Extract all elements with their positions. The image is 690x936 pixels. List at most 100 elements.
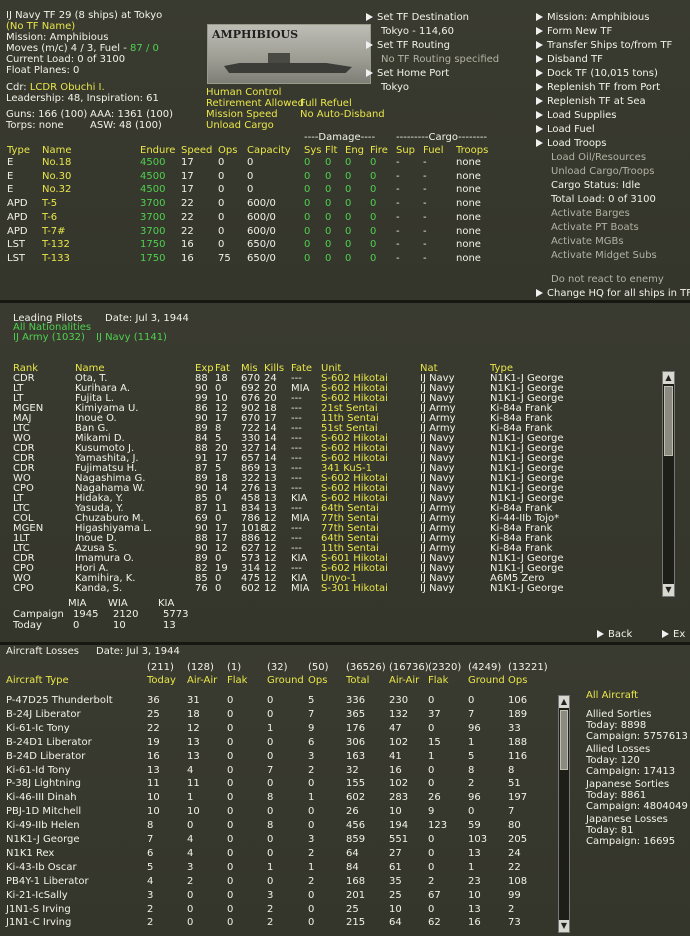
- pilots-scrollbar[interactable]: ▲ ▼: [662, 371, 675, 597]
- pilot-col-header-nat[interactable]: Nat: [420, 363, 438, 374]
- flag-mission-speed[interactable]: Mission Speed: [206, 109, 278, 120]
- loss-col-header-flak[interactable]: Flak: [227, 675, 248, 686]
- ship-col-header-troops[interactable]: Troops: [456, 145, 489, 156]
- pilot-name-link[interactable]: Mikami D.: [75, 433, 125, 444]
- back-button[interactable]: Back: [597, 629, 632, 641]
- pilot-unit-link[interactable]: 51st Sentai: [321, 423, 378, 434]
- loss-col-header-flak[interactable]: Flak: [428, 675, 449, 686]
- pilot-col-header-exp[interactable]: Exp: [195, 363, 214, 374]
- aircraft-type-link[interactable]: B-24D Liberator: [6, 750, 86, 762]
- exit-button[interactable]: Ex: [662, 629, 685, 641]
- filter-ij-navy[interactable]: IJ Navy (1141): [96, 332, 167, 343]
- filter-ij-army[interactable]: IJ Army (1032): [13, 332, 85, 343]
- pilot-unit-link[interactable]: 77th Sentai: [321, 523, 379, 534]
- pilot-col-header-unit[interactable]: Unit: [321, 363, 342, 374]
- aircraft-type-link[interactable]: B-24D1 Liberator: [6, 736, 92, 748]
- pilot-col-header-mis[interactable]: Mis: [241, 363, 258, 374]
- ship-col-header-ops[interactable]: Ops: [218, 145, 238, 156]
- pilot-name-link[interactable]: Fujimatsu H.: [75, 463, 138, 474]
- aircraft-type-link[interactable]: PB4Y-1 Liberator: [6, 875, 89, 887]
- tf-menu-item[interactable]: Dock TF (10,015 tons): [536, 68, 658, 80]
- flag-human-control[interactable]: Human Control: [206, 87, 282, 98]
- pilot-name-link[interactable]: Nagahama W.: [75, 483, 145, 494]
- pilot-col-header-type[interactable]: Type: [490, 363, 513, 374]
- aircraft-type-link[interactable]: J1N1-S Irving: [6, 903, 71, 915]
- pilot-unit-link[interactable]: Unyo-1: [321, 573, 357, 584]
- pilot-unit-link[interactable]: S-601 Hikotai: [321, 553, 388, 564]
- pilot-name-link[interactable]: Hidaka, Y.: [75, 493, 124, 504]
- ship-col-header-capacity[interactable]: Capacity: [247, 145, 291, 156]
- pilot-col-header-kills[interactable]: Kills: [264, 363, 285, 374]
- ship-name-link[interactable]: T-7#: [42, 225, 66, 237]
- pilot-name-link[interactable]: Nagashima G.: [75, 473, 146, 484]
- pilot-name-link[interactable]: Azusa S.: [75, 543, 118, 554]
- pilot-col-header-fate[interactable]: Fate: [291, 363, 313, 374]
- loss-col-header-ground[interactable]: Ground: [468, 675, 505, 686]
- pilot-unit-link[interactable]: S-602 Hikotai: [321, 433, 388, 444]
- pilot-name-link[interactable]: Kurihara A.: [75, 383, 131, 394]
- pilot-name-link[interactable]: Yasuda, Y.: [75, 503, 124, 514]
- scroll-down-icon[interactable]: ▼: [559, 920, 569, 932]
- aircraft-type-link[interactable]: Ki-61-Id Tony: [6, 764, 71, 776]
- pilot-unit-link[interactable]: 341 KuS-1: [321, 463, 372, 474]
- scroll-down-icon[interactable]: ▼: [663, 584, 674, 596]
- pilot-col-header-name[interactable]: Name: [75, 363, 105, 374]
- loss-col-header-ground[interactable]: Ground: [267, 675, 304, 686]
- cdr-name-link[interactable]: LCDR Obuchi I.: [29, 82, 105, 93]
- aircraft-type-link[interactable]: Ki-43-Ib Oscar: [6, 861, 77, 873]
- pilot-unit-link[interactable]: S-602 Hikotai: [321, 493, 388, 504]
- aircraft-type-link[interactable]: Ki-61-Ic Tony: [6, 722, 70, 734]
- loss-col-header-aircraft type[interactable]: Aircraft Type: [6, 675, 69, 686]
- flag-unload-cargo[interactable]: Unload Cargo: [206, 120, 274, 131]
- tf-menu-item[interactable]: Load Troops: [536, 138, 607, 150]
- losses-scrollbar[interactable]: ▲ ▼: [558, 695, 570, 933]
- aircraft-type-link[interactable]: Ki-21-IcSally: [6, 889, 68, 901]
- tf-menu-item[interactable]: Disband TF: [536, 54, 603, 66]
- pilot-name-link[interactable]: Imamura O.: [75, 553, 134, 564]
- loss-col-header-today[interactable]: Today: [147, 675, 176, 686]
- ship-col-header-endure[interactable]: Endure: [140, 145, 176, 156]
- aircraft-type-link[interactable]: B-24J Liberator: [6, 708, 81, 720]
- filter-all-nationalities[interactable]: All Nationalities: [13, 322, 92, 333]
- pilot-name-link[interactable]: Fujita L.: [75, 393, 115, 404]
- pilot-unit-link[interactable]: S-602 Hikotai: [321, 373, 388, 384]
- aircraft-type-link[interactable]: Ki-49-IIb Helen: [6, 820, 80, 832]
- pilot-name-link[interactable]: Higashiyama L.: [75, 523, 152, 534]
- ship-col-header-fire[interactable]: Fire: [370, 145, 388, 156]
- pilot-name-link[interactable]: Inoue O.: [75, 413, 117, 424]
- aircraft-type-link[interactable]: Ki-46-III Dinah: [6, 792, 77, 804]
- pilot-unit-link[interactable]: S-602 Hikotai: [321, 393, 388, 404]
- tf-menu-item[interactable]: Form New TF: [536, 26, 612, 38]
- pilot-unit-link[interactable]: S-301 Hikotai: [321, 583, 388, 594]
- aircraft-type-link[interactable]: N1K1-J George: [6, 834, 80, 845]
- pilot-col-header-rank[interactable]: Rank: [13, 363, 38, 374]
- pilot-unit-link[interactable]: S-602 Hikotai: [321, 453, 388, 464]
- aircraft-type-link[interactable]: P-47D25 Thunderbolt: [6, 695, 113, 706]
- aircraft-type-link[interactable]: J1N1-C Irving: [6, 917, 72, 929]
- all-aircraft-filter[interactable]: All Aircraft: [586, 690, 639, 701]
- ship-name-link[interactable]: T-132: [42, 239, 70, 251]
- tf-menu-item[interactable]: Cargo Status: Idle: [551, 180, 640, 192]
- pilot-unit-link[interactable]: S-602 Hikotai: [321, 483, 388, 494]
- ship-name-link[interactable]: No.30: [42, 170, 72, 182]
- loss-col-header-air-air[interactable]: Air-Air: [187, 675, 218, 686]
- ship-col-header-flt[interactable]: Flt: [325, 145, 338, 156]
- tf-menu-item[interactable]: Change HQ for all ships in TF: [536, 288, 690, 300]
- pilot-name-link[interactable]: Chuzaburo M.: [75, 513, 144, 524]
- tf-menu-item[interactable]: Load Fuel: [536, 124, 595, 136]
- pilot-name-link[interactable]: Hori A.: [75, 563, 109, 574]
- pilot-name-link[interactable]: Kimiyama U.: [75, 403, 139, 414]
- loss-col-header-total[interactable]: Total: [346, 675, 370, 686]
- loss-col-header-ops[interactable]: Ops: [508, 675, 528, 686]
- pilot-name-link[interactable]: Ban G.: [75, 423, 109, 434]
- pilot-unit-link[interactable]: 64th Sentai: [321, 503, 379, 514]
- pilot-unit-link[interactable]: S-602 Hikotai: [321, 383, 388, 394]
- aircraft-type-link[interactable]: P-38J Lightning: [6, 778, 82, 790]
- loss-col-header-ops[interactable]: Ops: [308, 675, 328, 686]
- tf-menu-item[interactable]: Transfer Ships to/from TF: [536, 40, 672, 52]
- pilot-unit-link[interactable]: S-602 Hikotai: [321, 473, 388, 484]
- loss-col-header-air-air[interactable]: Air-Air: [389, 675, 420, 686]
- set-routing-button[interactable]: Set TF Routing: [366, 40, 450, 52]
- flag-auto-disband[interactable]: No Auto-Disband: [300, 109, 385, 120]
- pilot-name-link[interactable]: Kamihira, K.: [75, 573, 136, 584]
